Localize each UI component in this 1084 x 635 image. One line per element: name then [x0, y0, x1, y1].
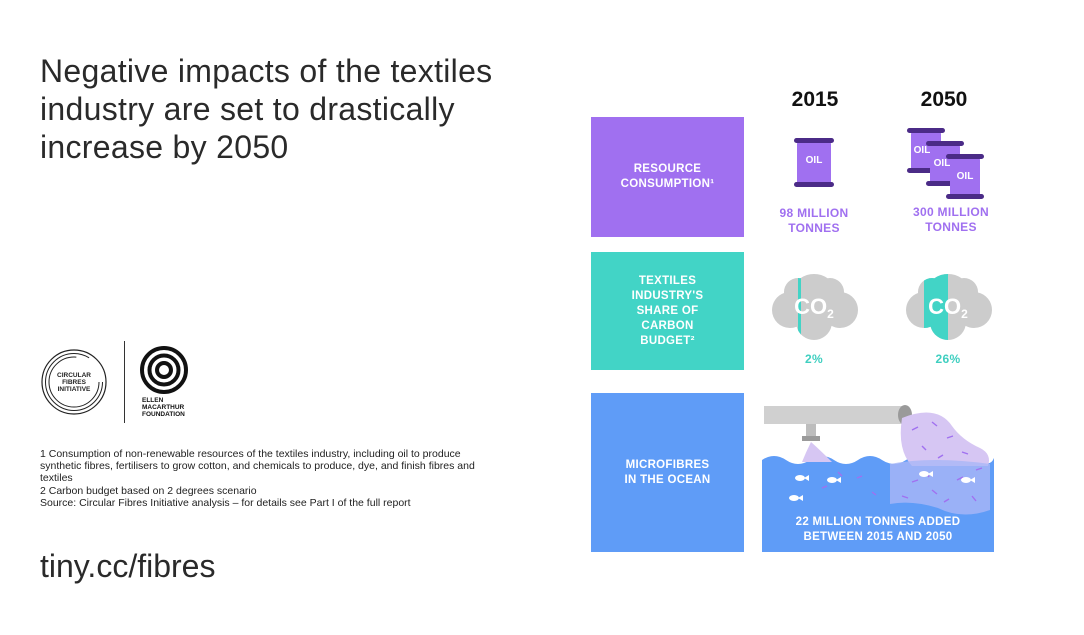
emf-text-2: MACARTHUR	[142, 404, 185, 411]
carbon-value-2015: 2%	[805, 352, 823, 366]
footnote-1: 1 Consumption of non-renewable resources…	[40, 448, 475, 485]
circular-fibres-initiative-logo: CIRCULAR FIBRES INITIATIVE	[41, 349, 107, 415]
co2-text-2050-main: CO	[928, 294, 961, 319]
co2-cloud-icon-2050: CO2	[906, 274, 992, 340]
co2-text-2015: CO2	[794, 294, 834, 321]
oil-barrel-text-c: OIL	[957, 171, 974, 182]
resource-value-2050: 300 MILLION TONNES	[913, 205, 989, 234]
oil-barrels-stack-icon: OIL OIL OIL	[907, 128, 984, 199]
footnotes: 1 Consumption of non-renewable resources…	[40, 448, 485, 509]
report-link[interactable]: tiny.cc/fibres	[40, 548, 216, 584]
resource-value-2015: 98 MILLION TONNES	[779, 206, 849, 235]
footnote-2: 2 Carbon budget based on 2 degrees scena…	[40, 484, 257, 497]
fish-icons	[789, 471, 975, 501]
year-2015-header: 2015	[791, 88, 839, 111]
emf-text-1: ELLEN	[142, 397, 164, 404]
pipe-icon	[764, 406, 904, 424]
logo-divider	[124, 341, 125, 423]
co2-cloud-icon-2015: CO2	[772, 274, 858, 340]
source-note: Source: Circular Fibres Initiative analy…	[40, 496, 411, 509]
microfibres-label-text: MICROFIBRES IN THE OCEAN	[624, 458, 711, 486]
microfibres-label: MICROFIBRES IN THE OCEAN	[591, 393, 744, 552]
ocean-microfibres-illustration	[762, 405, 994, 552]
co2-text-2015-main: CO	[794, 294, 827, 319]
oil-barrel-text-b: OIL	[934, 158, 951, 169]
microfibre-plume	[900, 412, 989, 466]
carbon-budget-label-text: TEXTILES INDUSTRY'S SHARE OF CARBON BUDG…	[631, 274, 704, 347]
logos: CIRCULAR FIBRES INITIATIVE ELLEN MACARTH…	[40, 338, 240, 428]
oil-barrel-text: OIL	[806, 155, 823, 166]
page-title: Negative impacts of the textiles industr…	[40, 53, 493, 165]
resource-consumption-label: RESOURCE CONSUMPTION¹	[591, 117, 744, 237]
co2-text-2050: CO2	[928, 294, 968, 321]
cfi-text-1: CIRCULAR	[57, 372, 91, 379]
carbon-budget-label: TEXTILES INDUSTRY'S SHARE OF CARBON BUDG…	[591, 252, 744, 370]
oil-barrel-icon: OIL	[794, 138, 834, 187]
carbon-value-2050: 26%	[935, 352, 961, 366]
emf-text-3: FOUNDATION	[142, 411, 185, 418]
oil-barrel-text-a: OIL	[914, 145, 931, 156]
carbon-share-2015-fill	[798, 274, 801, 340]
cfi-text-3: INITIATIVE	[58, 386, 91, 393]
ocean-caption: 22 MILLION TONNES ADDED BETWEEN 2015 AND…	[795, 516, 961, 543]
resource-consumption-label-text: RESOURCE CONSUMPTION¹	[620, 163, 715, 190]
ellen-macarthur-foundation-logo: ELLEN MACARTHUR FOUNDATION	[140, 346, 188, 418]
co2-text-2050-sub: 2	[961, 307, 968, 321]
co2-text-2015-sub: 2	[827, 307, 834, 321]
year-2050-header: 2050	[920, 88, 968, 111]
cfi-text-2: FIBRES	[62, 379, 87, 386]
